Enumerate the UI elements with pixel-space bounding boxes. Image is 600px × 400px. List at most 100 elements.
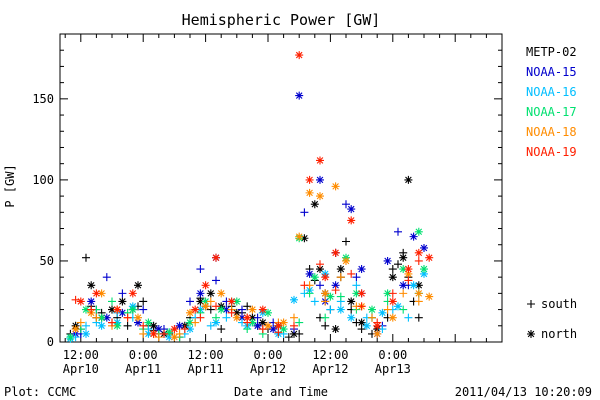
data-point-south (71, 295, 80, 304)
data-point-north (414, 289, 423, 298)
data-point-south (290, 313, 298, 322)
data-point-north (404, 265, 413, 274)
data-point-south (331, 286, 340, 295)
data-point-south (316, 260, 324, 269)
data-point-north (352, 289, 361, 298)
data-point-north (316, 192, 324, 201)
data-point-south (321, 321, 330, 330)
data-point-north (113, 305, 122, 314)
data-point-north (347, 216, 356, 225)
data-point-north (191, 305, 200, 314)
plot-frame (59, 33, 503, 343)
y-axis-label: P [GW] (3, 164, 17, 207)
data-point-north (144, 329, 153, 338)
data-point-north (196, 289, 205, 298)
x-tick-label-date: Apr13 (375, 362, 411, 376)
data-point-south (238, 305, 246, 314)
data-point-south (196, 265, 205, 274)
data-point-north (394, 302, 402, 311)
y-tick-label: 50 (40, 254, 54, 268)
data-point-south (258, 325, 267, 334)
data-point-north (409, 281, 418, 290)
data-point-south (290, 321, 298, 330)
data-point-north (248, 313, 257, 322)
data-point-north (347, 313, 356, 322)
data-point-north (212, 318, 220, 327)
data-point-north (321, 273, 330, 282)
data-point-south (342, 237, 350, 246)
legend-entry-metp-02: METP-02 (526, 45, 577, 59)
series-noaa-19 (71, 51, 434, 338)
data-point-south (108, 318, 116, 327)
x-tick-label-time: 0:00 (254, 348, 283, 362)
data-point-north (196, 297, 205, 306)
data-point-south (414, 256, 423, 265)
data-point-south (139, 305, 148, 314)
data-point-north (290, 295, 298, 304)
data-point-north (310, 273, 319, 282)
data-point-south (212, 276, 220, 285)
data-point-north (357, 318, 366, 327)
data-point-south (342, 200, 350, 209)
data-point-north (331, 281, 340, 290)
data-point-south (316, 281, 324, 290)
data-point-south (357, 302, 366, 311)
data-point-north (331, 325, 340, 334)
x-tick-label-time: 12:00 (188, 348, 224, 362)
data-point-north (186, 318, 194, 327)
data-point-north (295, 51, 304, 60)
data-point-south (139, 321, 148, 330)
data-point-south (123, 321, 132, 330)
data-point-south (388, 265, 397, 274)
data-point-north (425, 253, 434, 262)
data-point-south (326, 305, 335, 314)
x-tick-label-date: Apr12 (312, 362, 348, 376)
data-point-south (139, 329, 148, 338)
data-point-north (269, 325, 278, 334)
data-point-south (300, 208, 309, 217)
data-point-south (300, 281, 309, 290)
data-point-north (383, 289, 392, 298)
data-point-south (82, 321, 90, 330)
data-point-north (399, 253, 408, 262)
data-point-north (305, 175, 314, 184)
data-point-south (222, 313, 231, 322)
data-point-north (134, 281, 142, 290)
data-point-south (383, 305, 392, 314)
data-point-north (409, 232, 418, 241)
data-point-north (186, 325, 194, 334)
data-point-north (295, 91, 304, 100)
data-point-south (414, 297, 423, 306)
data-point-north (420, 243, 428, 252)
data-point-north (113, 321, 122, 330)
data-point-south (404, 313, 413, 322)
data-point-north (134, 318, 142, 327)
data-point-north (248, 318, 257, 327)
data-point-north (357, 265, 366, 274)
data-point-north (232, 308, 241, 317)
data-point-north (378, 308, 387, 317)
data-point-north (92, 289, 101, 298)
data-point-north (258, 318, 267, 327)
data-point-south (186, 297, 194, 306)
data-point-south (196, 313, 205, 322)
data-point-north (253, 321, 262, 330)
x-tick-label-time: 0:00 (129, 348, 158, 362)
data-point-south (212, 313, 220, 322)
data-point-south (394, 260, 402, 269)
data-point-north (222, 305, 231, 314)
data-point-north (76, 297, 85, 306)
data-point-south (347, 269, 356, 278)
data-point-north (165, 333, 174, 342)
data-point-south (388, 289, 397, 298)
data-point-south (305, 289, 314, 298)
data-point-north (347, 205, 356, 214)
data-point-north (362, 321, 371, 330)
legend-south-label: south (541, 297, 577, 311)
data-point-north (144, 318, 153, 327)
data-point-north (154, 325, 163, 334)
data-point-north (258, 305, 267, 314)
data-point-north (399, 265, 408, 274)
legend-entry-noaa-18: NOAA-18 (526, 125, 577, 139)
data-point-south (399, 289, 408, 298)
